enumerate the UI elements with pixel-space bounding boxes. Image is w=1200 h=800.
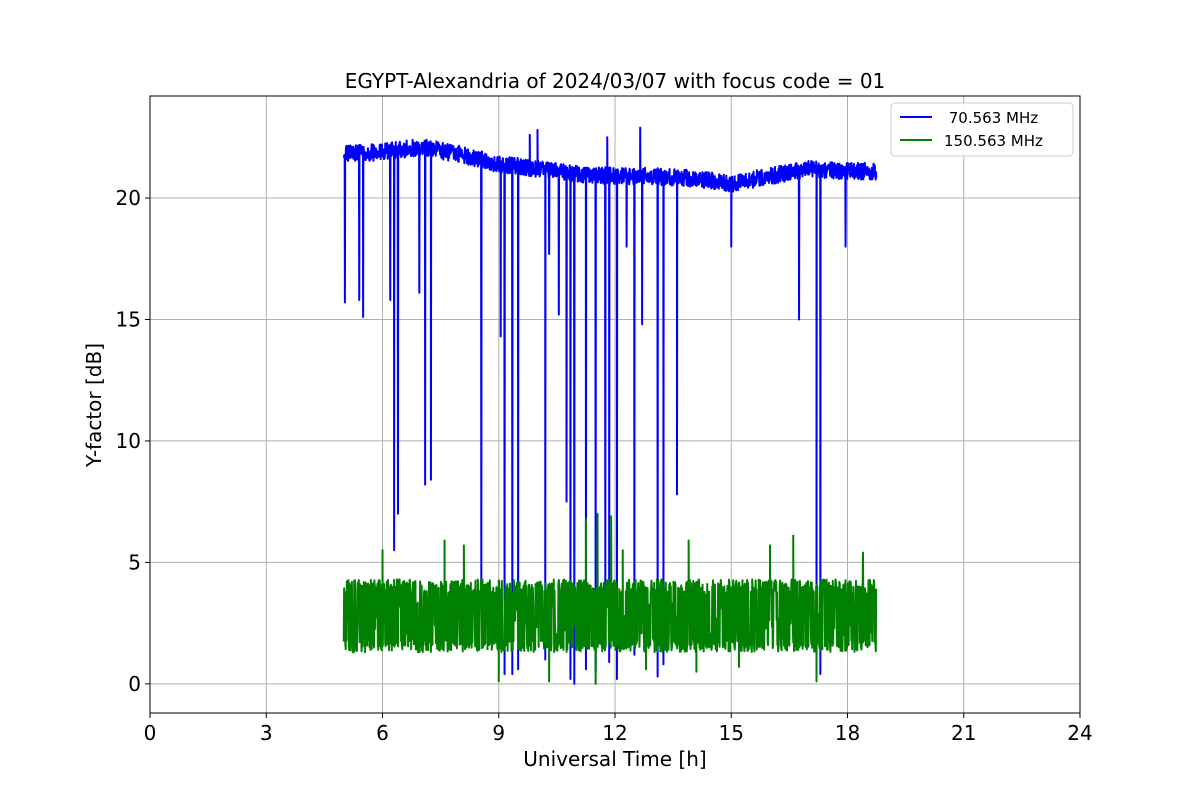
x-tick-label: 15: [719, 721, 744, 745]
legend: 70.563 MHz 150.563 MHz: [890, 102, 1074, 157]
legend-label-150mhz: 150.563 MHz: [944, 132, 1043, 150]
y-tick-label: 15: [116, 307, 141, 331]
y-tick-label: 10: [116, 429, 141, 453]
x-tick-label: 18: [835, 721, 860, 745]
y-axis-label: Y-factor [dB]: [82, 343, 106, 468]
x-tick-label: 21: [951, 721, 976, 745]
series-70mhz-line: [342, 126, 878, 685]
ticks: 0 3 6 9 12 15 18 21 24 0 5 10 15 20: [116, 186, 1093, 745]
x-tick-label: 12: [602, 721, 627, 745]
chart-title: EGYPT-Alexandria of 2024/03/07 with focu…: [345, 69, 886, 93]
y-tick-label: 5: [128, 550, 141, 574]
x-tick-label: 3: [260, 721, 273, 745]
plot-area: [342, 126, 878, 685]
x-tick-label: 24: [1067, 721, 1092, 745]
series-150mhz-line: [342, 512, 878, 685]
x-axis-label: Universal Time [h]: [523, 747, 706, 771]
y-tick-label: 20: [116, 186, 141, 210]
x-tick-label: 0: [144, 721, 157, 745]
x-tick-label: 6: [376, 721, 389, 745]
x-tick-label: 9: [492, 721, 505, 745]
legend-label-70mhz: 70.563 MHz: [944, 109, 1038, 127]
y-tick-label: 0: [128, 672, 141, 696]
legend-box: [890, 102, 1074, 157]
